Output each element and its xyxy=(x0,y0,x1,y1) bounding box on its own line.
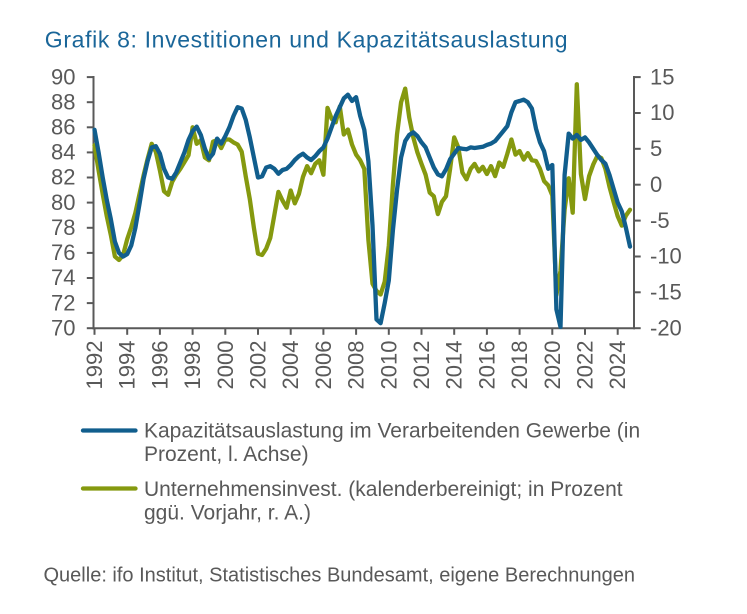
svg-text:Quelle: ifo Institut, Statisti: Quelle: ifo Institut, Statistisches Bund… xyxy=(44,565,635,587)
svg-text:2020: 2020 xyxy=(540,341,565,390)
svg-text:1994: 1994 xyxy=(115,341,140,390)
svg-text:2008: 2008 xyxy=(344,341,369,390)
svg-text:5: 5 xyxy=(650,136,662,161)
svg-text:2010: 2010 xyxy=(376,341,401,390)
svg-text:2000: 2000 xyxy=(213,341,238,390)
svg-text:Kapazitätsauslastung im Verarb: Kapazitätsauslastung im Verarbeitenden G… xyxy=(144,420,640,443)
svg-text:2006: 2006 xyxy=(311,341,336,390)
svg-text:74: 74 xyxy=(51,265,75,290)
svg-text:80: 80 xyxy=(51,190,75,215)
svg-text:2022: 2022 xyxy=(573,341,598,390)
svg-text:90: 90 xyxy=(51,64,75,89)
svg-text:2014: 2014 xyxy=(442,341,467,390)
svg-text:10: 10 xyxy=(650,100,674,125)
svg-text:-15: -15 xyxy=(650,280,682,305)
svg-text:-10: -10 xyxy=(650,244,682,269)
svg-text:2012: 2012 xyxy=(409,341,434,390)
svg-text:82: 82 xyxy=(51,165,75,190)
svg-text:1992: 1992 xyxy=(82,341,107,390)
svg-text:84: 84 xyxy=(51,140,75,165)
svg-text:1998: 1998 xyxy=(180,341,205,390)
svg-text:ggü. Vorjahr, r. A.): ggü. Vorjahr, r. A.) xyxy=(144,501,311,524)
svg-text:2002: 2002 xyxy=(246,341,271,390)
svg-text:86: 86 xyxy=(51,115,75,140)
svg-text:76: 76 xyxy=(51,240,75,265)
svg-text:0: 0 xyxy=(650,172,662,197)
svg-text:Unternehmensinvest. (kalenderb: Unternehmensinvest. (kalenderbereinigt; … xyxy=(144,478,623,501)
svg-text:88: 88 xyxy=(51,89,75,114)
svg-text:72: 72 xyxy=(51,290,75,315)
svg-text:Grafik 8: Investitionen und Ka: Grafik 8: Investitionen und Kapazitätsau… xyxy=(45,27,568,53)
svg-text:2016: 2016 xyxy=(474,341,499,390)
svg-text:2004: 2004 xyxy=(278,341,303,390)
svg-text:78: 78 xyxy=(51,215,75,240)
svg-text:Prozent, l. Achse): Prozent, l. Achse) xyxy=(144,443,309,466)
svg-text:2024: 2024 xyxy=(605,341,630,390)
svg-text:70: 70 xyxy=(51,315,75,340)
svg-text:-20: -20 xyxy=(650,315,682,340)
svg-text:2018: 2018 xyxy=(507,341,532,390)
svg-text:15: 15 xyxy=(650,64,674,89)
svg-text:-5: -5 xyxy=(650,208,670,233)
svg-text:1996: 1996 xyxy=(147,341,172,390)
